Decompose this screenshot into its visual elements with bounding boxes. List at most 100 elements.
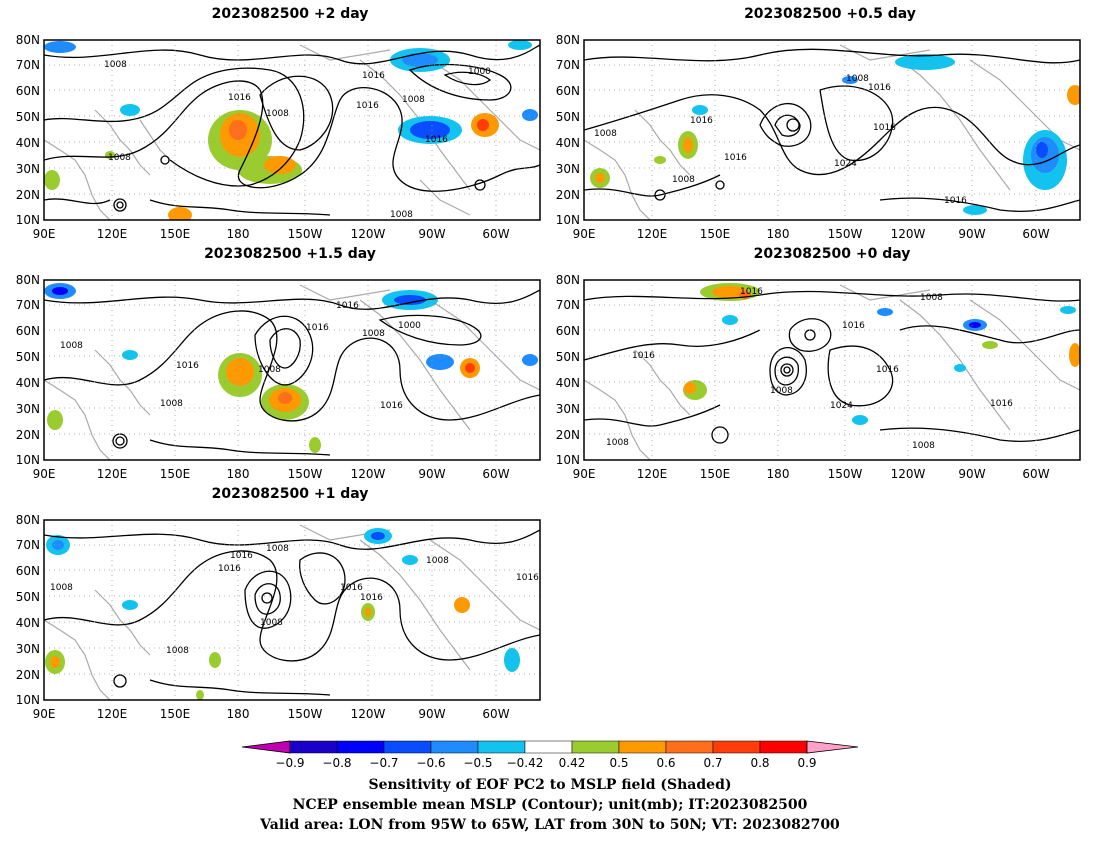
lon-label: 120E (637, 227, 668, 241)
lat-label: 10N (16, 213, 40, 227)
lon-axis-labels: 90E 120E 150E 180 150W 120W 90W 60W (33, 707, 510, 721)
lat-label: 80N (556, 273, 580, 287)
lat-label: 60N (16, 84, 40, 98)
lat-label: 30N (16, 162, 40, 176)
lat-label: 10N (16, 453, 40, 467)
contour-label: 1008 (912, 441, 935, 451)
lat-label: 60N (556, 324, 580, 338)
contour-label: 1008 (166, 646, 189, 656)
contour-label: 1008 (846, 74, 869, 84)
map-panel-plus0: 1016 1008 1016 1016 1008 1024 1016 1016 … (556, 273, 1081, 481)
lat-label: 70N (16, 298, 40, 312)
mslp-contours (584, 48, 1080, 213)
lat-label: 60N (16, 564, 40, 578)
lon-label: 90W (958, 227, 985, 241)
contour-labels: 1008 1016 1008 1016 1016 1024 1016 1008 … (594, 74, 967, 206)
colorbar-tick: 0.8 (750, 756, 769, 770)
lon-label: 150E (160, 227, 191, 241)
lat-label: 20N (16, 668, 40, 682)
lon-label: 90E (33, 467, 56, 481)
lat-label: 70N (16, 58, 40, 72)
lon-label: 150W (288, 227, 323, 241)
lat-label: 40N (556, 376, 580, 390)
colorbar-tick: −0.6 (416, 756, 445, 770)
lon-axis-labels: 90E 120E 150E 180 150W 120W 90W 60W (573, 227, 1050, 241)
shading-positive (47, 353, 480, 453)
lon-label: 150E (160, 707, 191, 721)
colorbar-tick: 0.42 (559, 756, 586, 770)
lon-label: 90W (418, 707, 445, 721)
lat-label: 40N (16, 376, 40, 390)
coastlines (584, 44, 1080, 220)
contour-label: 1016 (218, 564, 241, 574)
caption-line-3: Valid area: LON from 95W to 65W, LAT fro… (260, 817, 840, 833)
contour-label: 1000 (468, 67, 491, 77)
mslp-contours (44, 289, 540, 456)
colorbar-swatch (477, 740, 526, 754)
lat-label: 30N (16, 402, 40, 416)
lat-label: 80N (556, 33, 580, 47)
lon-label: 180 (767, 227, 790, 241)
lat-axis-labels: 80N 70N 60N 50N 40N 30N 20N 10N (556, 33, 580, 227)
colorbar-swatch (289, 740, 338, 754)
lon-label: 120E (97, 707, 128, 721)
contour-label: 1000 (398, 321, 421, 331)
lon-axis-labels: 90E 120E 150E 180 150W 120W 90W 60W (573, 467, 1050, 481)
contour-label: 1008 (108, 153, 131, 163)
lat-label: 50N (556, 350, 580, 364)
lat-label: 40N (16, 616, 40, 630)
contour-label: 1008 (258, 365, 281, 375)
lat-label: 20N (556, 428, 580, 442)
contour-label: 1016 (362, 71, 385, 81)
contour-label: 1008 (672, 175, 695, 185)
mslp-contours (44, 529, 540, 696)
contour-label: 1016 (336, 301, 359, 311)
colorbar-tick: −0.5 (463, 756, 492, 770)
contour-label: 1016 (176, 361, 199, 371)
lon-label: 90W (418, 227, 445, 241)
contour-label: 1016 (842, 321, 865, 331)
gridlines (44, 520, 540, 700)
lat-label: 80N (16, 273, 40, 287)
colorbar-swatch (712, 740, 761, 754)
contour-labels: 1016 1008 1016 1016 1008 1024 1016 1016 … (606, 287, 1013, 451)
contour-label: 1016 (340, 583, 363, 593)
contour-label: 1008 (260, 618, 283, 628)
lon-label: 120W (351, 227, 386, 241)
lat-label: 20N (16, 428, 40, 442)
colorbar-tick: 0.9 (797, 756, 816, 770)
lat-label: 10N (16, 693, 40, 707)
colorbar-tick: −0.42 (507, 756, 544, 770)
contour-label: 1008 (390, 210, 413, 220)
contour-label: 1008 (402, 95, 425, 105)
contour-label: 1016 (990, 399, 1013, 409)
lon-label: 120W (891, 227, 926, 241)
panel-title-plus0: 2023082500 +0 day (753, 246, 911, 262)
map-panel-plus1: 1016 1008 1016 1008 1016 1016 1008 1008 … (16, 513, 541, 721)
lon-label: 150W (828, 467, 863, 481)
coastlines (584, 284, 1080, 460)
lat-label: 70N (556, 298, 580, 312)
shading-negative (692, 54, 1067, 215)
lat-label: 40N (556, 136, 580, 150)
caption-line-2: NCEP ensemble mean MSLP (Contour); unit(… (292, 797, 808, 813)
colorbar-min-triangle (241, 740, 291, 754)
colorbar-max-triangle (806, 740, 859, 754)
lat-label: 40N (16, 136, 40, 150)
panel-title-plus1: 2023082500 +1 day (211, 486, 369, 502)
lon-label: 150E (700, 467, 731, 481)
lon-label: 60W (1022, 467, 1049, 481)
contour-label: 1016 (306, 323, 329, 333)
lat-label: 80N (16, 33, 40, 47)
gridlines (44, 280, 540, 460)
gridlines (44, 40, 540, 220)
colorbar-tick: 0.6 (656, 756, 675, 770)
lon-label: 120W (891, 467, 926, 481)
contour-labels: 1016 1008 1016 1008 1016 1016 1008 1008 … (50, 544, 539, 656)
shading-negative (44, 40, 538, 144)
lat-label: 20N (16, 188, 40, 202)
lat-label: 70N (16, 538, 40, 552)
lon-label: 90E (573, 227, 596, 241)
colorbar-swatch (759, 740, 808, 754)
